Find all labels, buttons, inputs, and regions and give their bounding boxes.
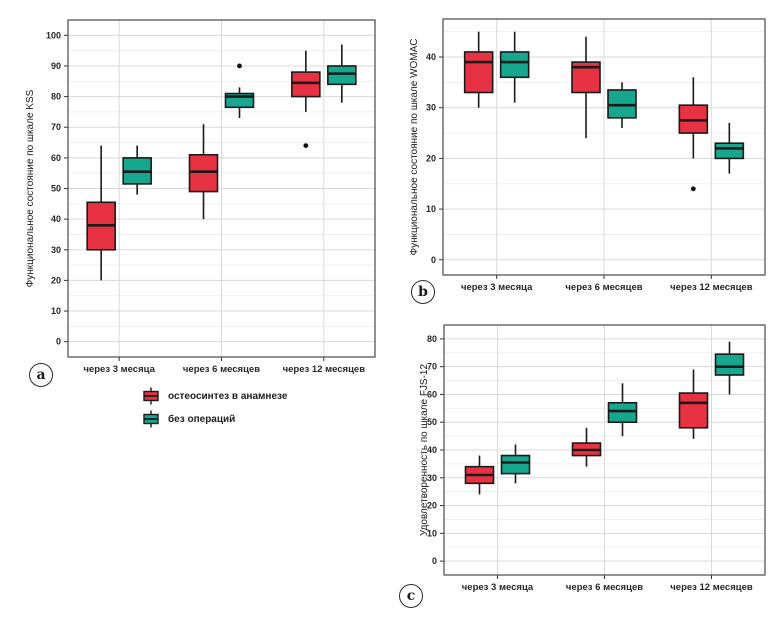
y-tick-label: 60 [427, 389, 437, 399]
panel-border [67, 19, 376, 358]
y-tick-label: 30 [51, 245, 61, 255]
outlier-dot [237, 63, 242, 69]
box [291, 71, 321, 98]
y-tick-label: 20 [426, 153, 436, 163]
panel-label-a: a [29, 363, 53, 387]
panel-label-c: c [399, 584, 423, 608]
box [500, 454, 531, 475]
x-tick-label: через 3 месяца [83, 364, 155, 375]
boxplot-group [499, 31, 530, 103]
y-tick-label: 0 [56, 337, 61, 347]
y-tick-label: 0 [431, 255, 436, 265]
y-tick-label: 40 [51, 214, 61, 224]
boxplot-group [714, 341, 745, 395]
boxplot-panel-b: 0 10 20 30 40 через 3 месяца через 6 месяцев че… [409, 18, 766, 293]
y-tick-label: 80 [427, 334, 437, 344]
outlier-dot [303, 143, 309, 149]
boxplot-group [327, 44, 357, 103]
panel-label-b: b [411, 280, 435, 304]
box [499, 51, 530, 79]
x-tick-label: через 3 месяца [461, 282, 533, 293]
x-tick-label: через 12 месяцев [670, 582, 753, 593]
legend-item-osteosynthesis: остеосинтез в анамнезе [142, 386, 287, 406]
boxplot-group [463, 31, 494, 108]
x-tick-label: через 3 месяца [462, 582, 534, 593]
boxplot-group [224, 63, 255, 119]
y-tick-label: 50 [427, 417, 437, 427]
x-tick-label: через 12 месяцев [283, 364, 366, 375]
y-tick-label: 10 [426, 204, 436, 214]
y-axis-title: Функциональное состояние по шкале WOMAC [409, 38, 420, 255]
y-tick-label: 40 [426, 52, 436, 62]
panel-border [443, 324, 766, 576]
y-tick-label: 20 [51, 275, 61, 285]
boxplot-panel-a: 0 10 20 30 40 50 60 70 80 90 100 через 3 месяца чере… [25, 19, 376, 375]
y-tick-label: 70 [51, 122, 61, 132]
y-tick-label: 100 [46, 30, 61, 40]
boxplot-group [678, 77, 709, 192]
x-tick-label: через 12 месяцев [670, 282, 753, 293]
y-tick-label: 20 [427, 501, 437, 511]
boxplot-group [607, 82, 637, 128]
boxplot-group [571, 36, 601, 139]
legend-item-no-operations: без операций [142, 409, 287, 429]
x-tick-label: через 6 месяцев [566, 582, 643, 593]
box [607, 401, 638, 424]
y-tick-label: 80 [51, 92, 61, 102]
y-tick-label: 50 [51, 184, 61, 194]
boxplot-group [607, 383, 638, 437]
legend: остеосинтез в анамнезе без операций [142, 386, 287, 429]
x-tick-label: через 6 месяцев [183, 364, 260, 375]
x-tick-label: через 6 месяцев [565, 282, 642, 293]
box [463, 51, 494, 94]
boxplot-panel-c: 0 10 20 30 40 50 60 70 80 через 3 месяца через 6 м… [419, 324, 766, 593]
y-axis-title: Функциональное состояние по шкале KSS [25, 89, 36, 287]
boxplot-group [500, 444, 531, 484]
box [678, 392, 709, 429]
legend-label: остеосинтез в анамнезе [168, 390, 288, 402]
boxplot-group [714, 122, 745, 174]
y-tick-label: 40 [427, 445, 437, 455]
y-axis-title: Удовлетворенность по шкале FJS-12 [419, 364, 430, 537]
y-tick-label: 30 [426, 103, 436, 113]
box [327, 65, 357, 86]
y-tick-label: 90 [51, 61, 61, 71]
box [188, 154, 219, 193]
boxplot-group [122, 145, 152, 195]
legend-label: без операций [168, 413, 236, 425]
y-tick-label: 10 [51, 306, 61, 316]
box [714, 142, 745, 160]
boxplot-swatch-red-icon [143, 387, 159, 405]
boxplot-group [291, 50, 321, 149]
y-tick-label: 10 [427, 528, 437, 538]
boxplot-swatch-teal-icon [143, 410, 159, 428]
boxplot-group [678, 369, 709, 439]
boxplot-group [86, 145, 116, 281]
panel-border [442, 18, 766, 276]
box [714, 353, 745, 376]
outlier-dot [690, 186, 696, 192]
boxplot-group [571, 427, 602, 467]
y-tick-label: 60 [51, 153, 61, 163]
y-tick-label: 0 [432, 556, 437, 566]
y-tick-label: 30 [427, 473, 437, 483]
boxplot-group [464, 455, 495, 495]
y-tick-label: 70 [427, 362, 437, 372]
boxplot-group [188, 124, 219, 220]
